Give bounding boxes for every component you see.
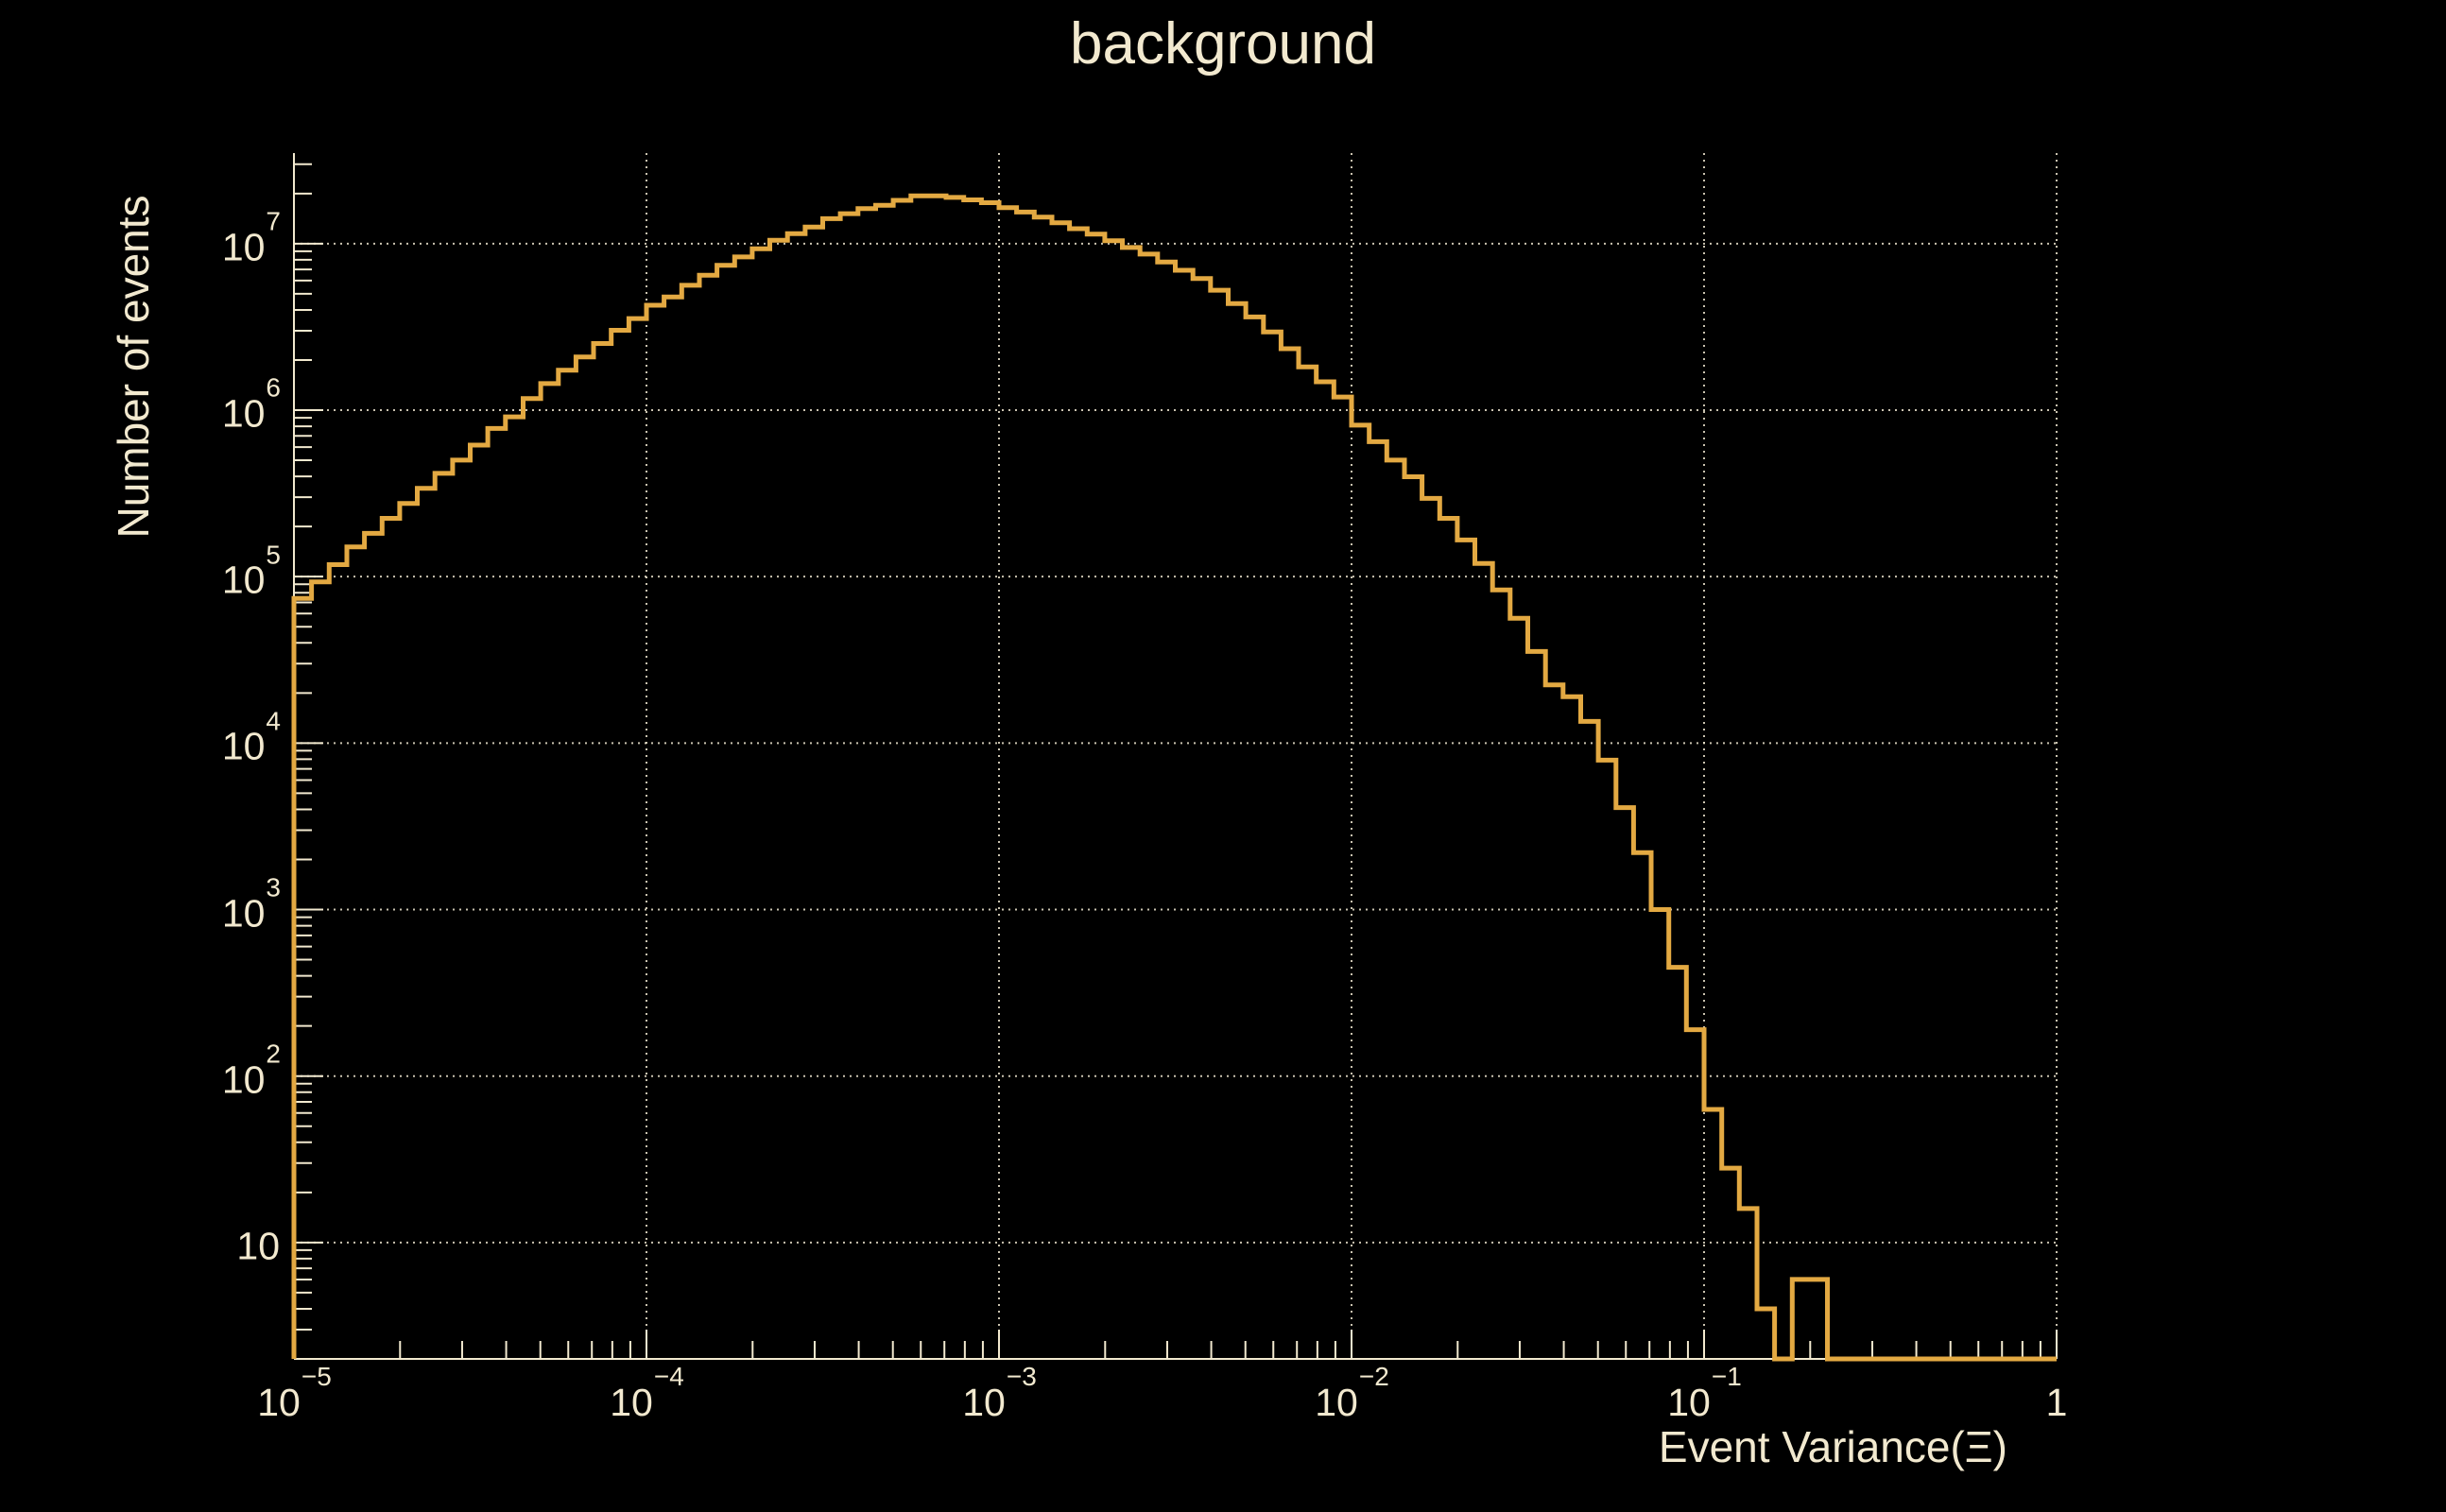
histogram-line (291, 193, 2057, 1362)
y-tick-label: 105 (221, 541, 281, 602)
y-tick-label: 107 (221, 208, 281, 269)
tick-label-exponent: 5 (266, 540, 281, 570)
tick-label-base: 10 (257, 1381, 301, 1424)
x-tick-label: 10−5 (257, 1364, 332, 1424)
histogram (291, 193, 2057, 1362)
tick-label-exponent: −2 (1358, 1362, 1389, 1392)
tick-label-exponent: 3 (266, 872, 281, 902)
tick-label-exponent: 6 (266, 372, 281, 403)
tick-label-base: 10 (221, 724, 266, 768)
y-tick-label: 104 (221, 708, 281, 768)
tick-label-base: 10 (236, 1224, 280, 1268)
tick-label-base: 1 (2045, 1381, 2068, 1424)
x-tick-label: 10−3 (962, 1364, 1037, 1424)
x-tick-label: 1 (2046, 1383, 2068, 1422)
tick-label-exponent: −1 (1711, 1362, 1742, 1392)
x-tick-label: 10−1 (1667, 1364, 1742, 1424)
tick-label-base: 10 (221, 391, 266, 436)
tick-label-exponent: 7 (266, 206, 281, 236)
x-axis-title: Event Variance(Ξ) (1658, 1422, 2007, 1471)
tick-label-exponent: −5 (301, 1362, 332, 1392)
tick-label-base: 10 (221, 891, 266, 936)
y-axis-title: Number of events (109, 195, 158, 539)
y-tick-label: 106 (221, 374, 281, 436)
x-tick-label: 10−4 (610, 1364, 684, 1424)
axis-ticks (294, 163, 2058, 1360)
axes (293, 153, 2057, 1360)
tick-label-exponent: 2 (266, 1039, 281, 1069)
tick-label-base: 10 (1667, 1381, 1711, 1424)
tick-label-exponent: −4 (653, 1362, 684, 1392)
grid-lines (293, 153, 2058, 1359)
y-tick-label: 103 (221, 874, 281, 936)
tick-label-base: 10 (221, 225, 266, 269)
tick-label-base: 10 (221, 1057, 266, 1102)
tick-label-exponent: 4 (266, 706, 281, 736)
tick-label-base: 10 (610, 1381, 653, 1424)
tick-label-base: 10 (962, 1381, 1006, 1424)
y-tick-label: 102 (221, 1040, 281, 1102)
tick-label-exponent: −3 (1006, 1362, 1037, 1392)
y-tick-label: 10 (236, 1227, 280, 1265)
plot-title: background (1069, 11, 1377, 77)
tick-label-base: 10 (221, 558, 266, 602)
x-tick-label: 10−2 (1315, 1364, 1389, 1424)
tick-label-base: 10 (1315, 1381, 1358, 1424)
